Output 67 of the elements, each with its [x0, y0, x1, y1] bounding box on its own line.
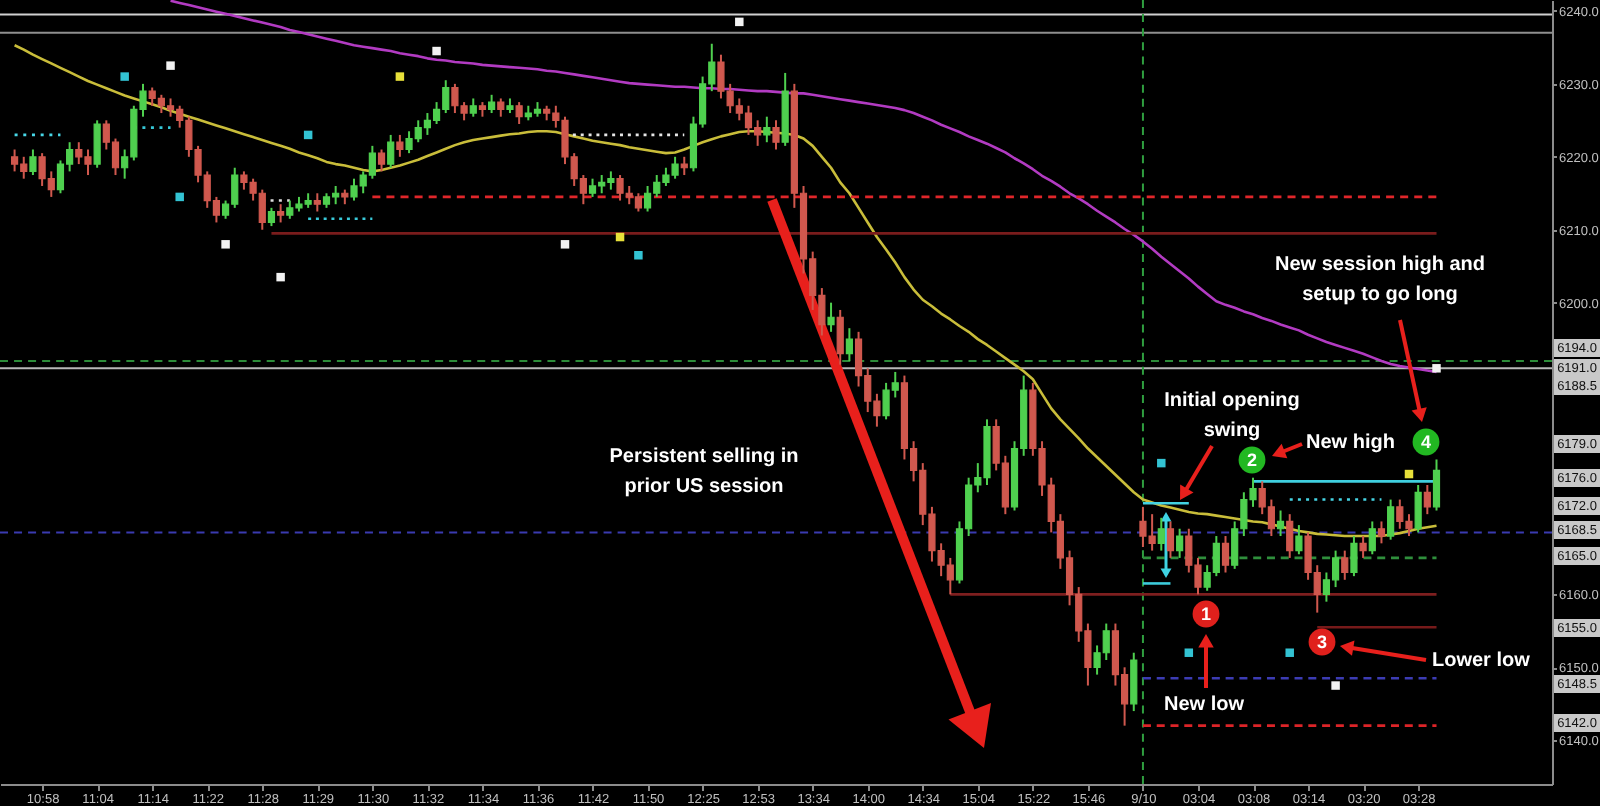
candlestick — [10, 148, 19, 173]
candlestick — [1295, 524, 1303, 556]
candlestick — [1331, 549, 1340, 589]
candlestick — [1387, 498, 1395, 541]
point — [120, 72, 129, 81]
candlestick — [763, 115, 771, 144]
point — [735, 17, 744, 27]
annotation: 3 — [1316, 632, 1328, 652]
point — [221, 240, 230, 249]
candlestick — [836, 308, 844, 366]
candlestick — [1377, 520, 1386, 545]
point — [1331, 681, 1340, 690]
candlestick — [488, 93, 496, 115]
candlestick — [497, 97, 505, 118]
candlestick — [634, 192, 642, 213]
point — [1285, 648, 1294, 657]
candlestick — [1423, 483, 1431, 516]
annotation: New high — [1306, 432, 1395, 454]
candlestick — [396, 133, 404, 158]
point — [1157, 458, 1166, 468]
candlestick — [680, 155, 688, 177]
annotation: Lower low — [1432, 650, 1531, 672]
point — [175, 192, 184, 202]
candlestick — [588, 177, 597, 198]
candlestick — [469, 97, 477, 118]
candlestick — [1414, 483, 1422, 534]
candlestick — [1341, 549, 1349, 581]
candlestick — [1359, 535, 1367, 559]
annotation: New session high and setup to go long — [1274, 254, 1486, 306]
candlestick — [29, 148, 37, 177]
point — [166, 61, 175, 70]
candlestick — [1276, 509, 1285, 538]
candlestick — [1176, 527, 1184, 559]
point — [1184, 648, 1194, 657]
point — [634, 251, 643, 260]
candlestick — [377, 148, 386, 173]
point — [1432, 364, 1441, 373]
candlestick — [772, 119, 780, 151]
candlestick — [387, 133, 395, 169]
candlestick — [827, 301, 835, 333]
candlestick — [845, 327, 853, 362]
candlestick — [1157, 516, 1165, 552]
annotation: New low — [1163, 694, 1245, 716]
candlestick — [1350, 535, 1358, 578]
annotation: 1 — [1200, 604, 1212, 624]
point — [276, 272, 285, 282]
annotation: 4 — [1420, 432, 1432, 452]
point — [395, 72, 405, 81]
candlestick — [267, 206, 276, 228]
annotation: Initial opening swing — [1164, 390, 1300, 442]
annotation: 2 — [1246, 450, 1258, 470]
candlestick — [643, 184, 652, 213]
candlestick — [277, 203, 285, 224]
annotation: Persistent selling in prior US session — [609, 446, 799, 498]
candlestick — [1221, 535, 1230, 574]
point — [432, 46, 441, 56]
candlestick — [1130, 651, 1138, 713]
candlestick — [1368, 520, 1376, 556]
candlestick — [1432, 458, 1441, 512]
candlestick — [1286, 513, 1294, 559]
point — [560, 240, 570, 249]
candlestick — [368, 144, 376, 180]
candlestick — [166, 97, 175, 118]
candlestick — [744, 104, 753, 136]
candlestick — [93, 119, 101, 169]
candlestick — [313, 192, 321, 213]
candlestick — [515, 101, 523, 125]
